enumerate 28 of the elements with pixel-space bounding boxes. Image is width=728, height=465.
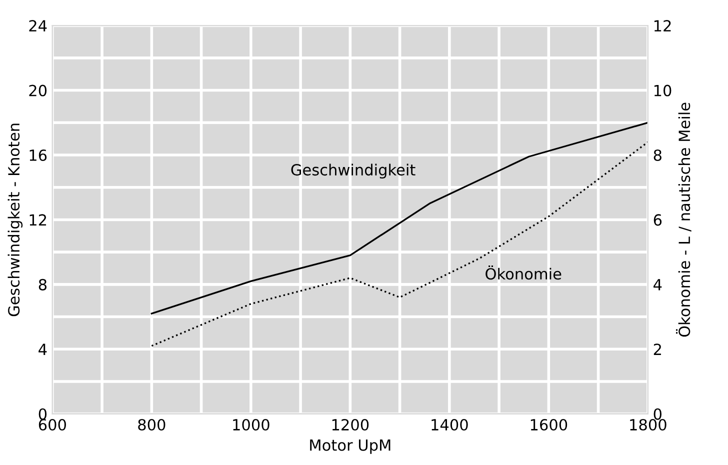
y2-tick-label: 4 xyxy=(654,279,662,290)
x-tick-label: 800 xyxy=(138,418,166,431)
y2-tick-label: 8 xyxy=(654,149,662,162)
x-axis-title: Motor UpM xyxy=(310,440,390,454)
y-tick-label: 24 xyxy=(29,20,47,32)
line-series xyxy=(150,122,648,314)
x-tick-label: 600 xyxy=(38,418,66,431)
y2-tick-label: 6 xyxy=(654,214,662,226)
x-tick-label: 1000 xyxy=(233,418,270,431)
y-axis-title: Geschwindigkeit - Knoten xyxy=(8,124,23,316)
y-tick-label: 0 xyxy=(38,408,47,420)
x-tick-label: 1200 xyxy=(332,418,369,431)
series-label: Geschwindigkeit xyxy=(291,164,416,179)
y-tick-label: 8 xyxy=(38,278,47,290)
y-tick-label: 20 xyxy=(29,84,47,96)
y2-tick-label: 0 xyxy=(654,408,662,420)
y2-tick-label: 2 xyxy=(654,344,661,355)
x-tick-label: 1600 xyxy=(530,418,568,431)
series-label: Ökonomie xyxy=(486,266,562,280)
y-tick-label: 12 xyxy=(30,214,46,226)
line-series xyxy=(150,141,648,347)
y-tick-label: 4 xyxy=(38,344,47,355)
y2-tick-label: 12 xyxy=(654,20,671,32)
x-tick-label: 1400 xyxy=(432,418,468,431)
y2-axis-title: Ökonomie - L / nautische Meile xyxy=(676,102,692,337)
y2-tick-label: 10 xyxy=(654,84,672,96)
x-tick-label: 1800 xyxy=(630,418,666,431)
y-tick-label: 16 xyxy=(30,149,47,162)
